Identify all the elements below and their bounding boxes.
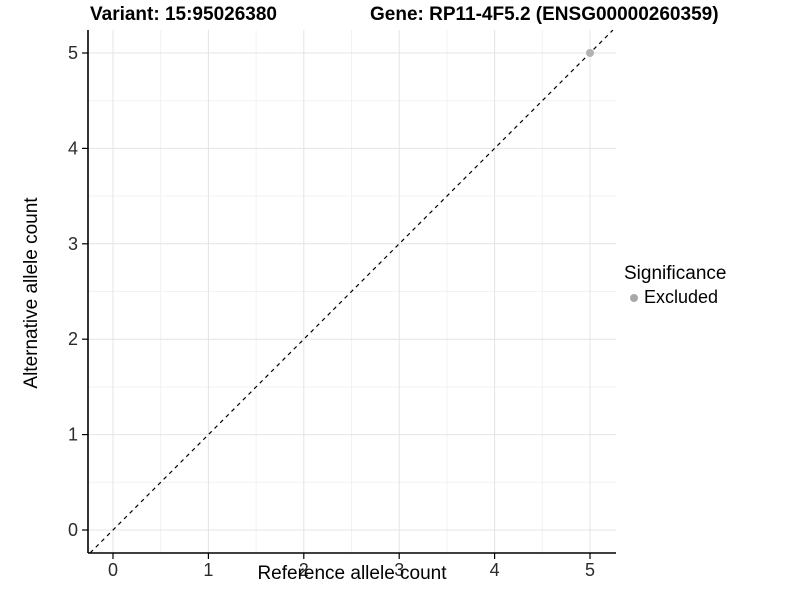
legend-entry-label: Excluded	[644, 287, 719, 307]
x-tick-label: 2	[299, 560, 309, 580]
legend-title: Significance	[624, 263, 727, 284]
x-tick-label: 5	[585, 560, 595, 580]
y-axis-title: Alternative allele count	[21, 197, 42, 389]
y-tick-label: 0	[68, 520, 78, 540]
gene-title: Gene: RP11-4F5.2 (ENSG00000260359)	[370, 4, 719, 25]
y-tick-label: 4	[68, 138, 78, 158]
x-tick-label: 4	[490, 560, 500, 580]
x-axis-title: Reference allele count	[257, 563, 447, 584]
variant-title: Variant: 15:95026380	[90, 4, 277, 25]
excluded-point-icon	[630, 293, 638, 302]
y-tick-label: 2	[68, 329, 78, 349]
x-tick-label: 0	[108, 560, 118, 580]
identity-dashed-line	[89, 29, 614, 554]
data-point-excluded	[586, 49, 594, 57]
y-tick-label: 1	[68, 425, 78, 445]
y-tick-label: 3	[68, 234, 78, 254]
x-tick-label: 1	[203, 560, 213, 580]
x-tick-label: 3	[394, 560, 404, 580]
legend-entry-excluded: Excluded	[624, 287, 726, 308]
y-tick-label: 5	[68, 43, 78, 63]
legend: Significance Excluded	[624, 263, 726, 308]
